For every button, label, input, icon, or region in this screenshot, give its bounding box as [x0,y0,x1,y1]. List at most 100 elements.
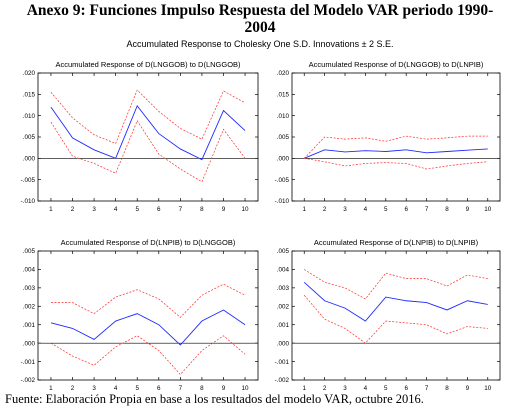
y-tick-label: .000 [23,156,36,163]
x-tick-label: 7 [425,206,429,213]
page-title-line2: 2004 [244,19,276,36]
x-tick-label: 4 [364,385,368,392]
y-tick-label: .005 [277,248,290,255]
response-line [304,148,488,159]
x-tick-label: 5 [384,206,388,213]
y-tick-label: .002 [23,303,36,310]
x-tick-label: 2 [71,206,75,213]
figure-subtitle: Accumulated Response to Cholesky One S.D… [126,39,394,49]
y-tick-label: .010 [277,113,290,120]
panel-title: Accumulated Response of D(LNPIB) to D(LN… [314,238,479,247]
panel-title: Accumulated Response of D(LNPIB) to D(LN… [61,238,236,247]
page-title: Anexo 9: Funciones Impulso Respuesta del… [0,2,520,36]
x-tick-label: 4 [114,206,118,213]
plot-frame [291,250,501,381]
y-tick-label: .005 [277,134,290,141]
panel-title: Accumulated Response of D(LNGGOB) to D(L… [55,60,241,69]
panel-title: Accumulated Response of D(LNGGOB) to D(L… [309,60,484,69]
confidence-band-upper [50,283,246,318]
x-tick-label: 3 [92,385,96,392]
response-line [303,281,488,322]
x-tick-label: 6 [404,385,408,392]
confidence-band-lower [50,120,246,183]
x-tick-label: 7 [179,206,183,213]
confidence-band-lower [303,295,488,344]
x-tick-label: 10 [484,206,492,213]
page-title-line1: Anexo 9: Funciones Impulso Respuesta del… [26,2,494,19]
x-tick-label: 7 [179,385,183,392]
confidence-band-lower [50,335,246,375]
y-tick-label: -.010 [275,198,290,205]
plot-frame [291,72,501,202]
y-tick-label: .000 [277,156,290,163]
x-tick-label: 3 [343,206,347,213]
x-tick-label: 6 [157,385,161,392]
x-tick-label: 1 [49,206,53,213]
y-tick-label: .005 [23,248,36,255]
y-tick-label: .015 [277,92,290,99]
response-line [50,309,246,346]
x-tick-label: 1 [49,385,53,392]
x-tick-label: 8 [445,385,449,392]
x-tick-label: 2 [323,385,327,392]
y-tick-label: .004 [23,267,36,274]
y-tick-label: -.010 [21,198,36,205]
x-tick-label: 6 [404,206,408,213]
chart-panel-1: Accumulated Response of D(LNGGOB) to D(L… [21,60,259,213]
y-tick-label: -.002 [275,377,290,384]
y-tick-label: -.001 [21,359,36,366]
x-tick-label: 2 [323,206,327,213]
y-tick-label: .020 [277,70,290,77]
x-tick-label: 1 [302,206,306,213]
y-tick-label: .000 [277,340,290,347]
x-tick-label: 4 [114,385,118,392]
source-footer: Fuente: Elaboración Propia en base a los… [5,392,424,406]
y-tick-label: .001 [277,322,290,329]
y-tick-label: -.002 [21,377,36,384]
x-tick-label: 8 [200,385,204,392]
x-tick-label: 9 [222,385,226,392]
x-tick-label: 3 [92,206,96,213]
x-tick-label: 9 [466,206,470,213]
y-tick-label: -.005 [21,177,36,184]
y-tick-label: .004 [277,267,290,274]
x-tick-label: 4 [364,206,368,213]
chart-panel-2: Accumulated Response of D(LNGGOB) to D(L… [275,60,501,213]
y-tick-label: -.005 [275,177,290,184]
y-tick-label: .002 [277,303,290,310]
x-tick-label: 8 [445,206,449,213]
x-tick-label: 10 [484,385,492,392]
confidence-band-upper [304,269,488,300]
x-tick-label: 8 [200,206,204,213]
x-tick-label: 7 [425,385,429,392]
plot-frame [37,72,259,202]
chart-panel-4: Accumulated Response of D(LNPIB) to D(LN… [275,238,501,392]
x-tick-label: 9 [222,206,226,213]
x-tick-label: 3 [343,385,347,392]
response-line [50,104,246,161]
x-tick-label: 9 [466,385,470,392]
confidence-band-upper [50,89,246,144]
x-tick-label: 5 [135,206,139,213]
x-tick-label: 2 [71,385,75,392]
x-tick-label: 5 [384,385,388,392]
x-tick-label: 10 [242,206,250,213]
chart-panel-3: Accumulated Response of D(LNPIB) to D(LN… [21,238,259,392]
y-tick-label: .003 [277,285,290,292]
confidence-band-lower [304,157,488,170]
y-tick-label: .003 [23,285,36,292]
confidence-band-upper [303,135,488,159]
y-tick-label: .010 [23,113,36,120]
y-tick-label: -.001 [275,359,290,366]
y-tick-label: .000 [23,340,36,347]
y-tick-label: .005 [23,134,36,141]
x-tick-label: 10 [242,385,250,392]
y-tick-label: .001 [23,322,36,329]
y-tick-label: .015 [23,92,36,99]
y-tick-label: .020 [23,70,36,77]
plot-frame [37,250,259,381]
x-tick-label: 6 [157,206,161,213]
x-tick-label: 5 [135,385,139,392]
x-tick-label: 1 [302,385,306,392]
